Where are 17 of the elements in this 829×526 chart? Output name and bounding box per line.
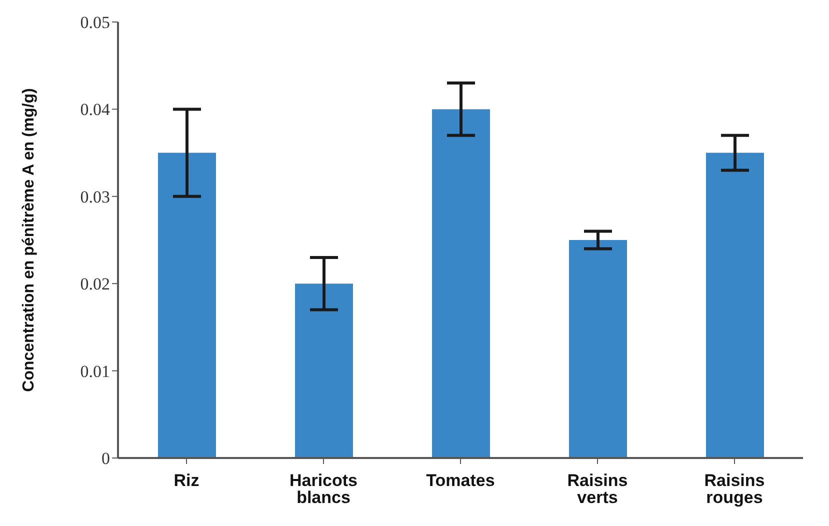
x-tick-label: Raisins verts: [567, 471, 628, 507]
x-tick-label: Haricots blancs: [289, 471, 358, 507]
bar: [706, 152, 764, 458]
x-tick-label: Tomates: [426, 471, 495, 490]
y-tick-label: 0.03: [80, 187, 110, 206]
x-tick-label: Raisins rouges: [704, 471, 765, 507]
bar: [295, 284, 353, 458]
bar: [432, 109, 490, 458]
x-tick-label: Riz: [174, 471, 200, 490]
y-tick-label: 0.02: [80, 274, 110, 294]
y-axis-title: Concentration en pénitrème A en (mg/g): [20, 88, 38, 392]
y-tick-label: 0: [102, 449, 110, 468]
bar: [158, 152, 216, 458]
bar: [569, 240, 627, 458]
y-tick-label: 0.05: [80, 13, 110, 32]
y-tick-label: 0.04: [80, 100, 110, 120]
y-tick-label: 0.01: [80, 362, 110, 381]
